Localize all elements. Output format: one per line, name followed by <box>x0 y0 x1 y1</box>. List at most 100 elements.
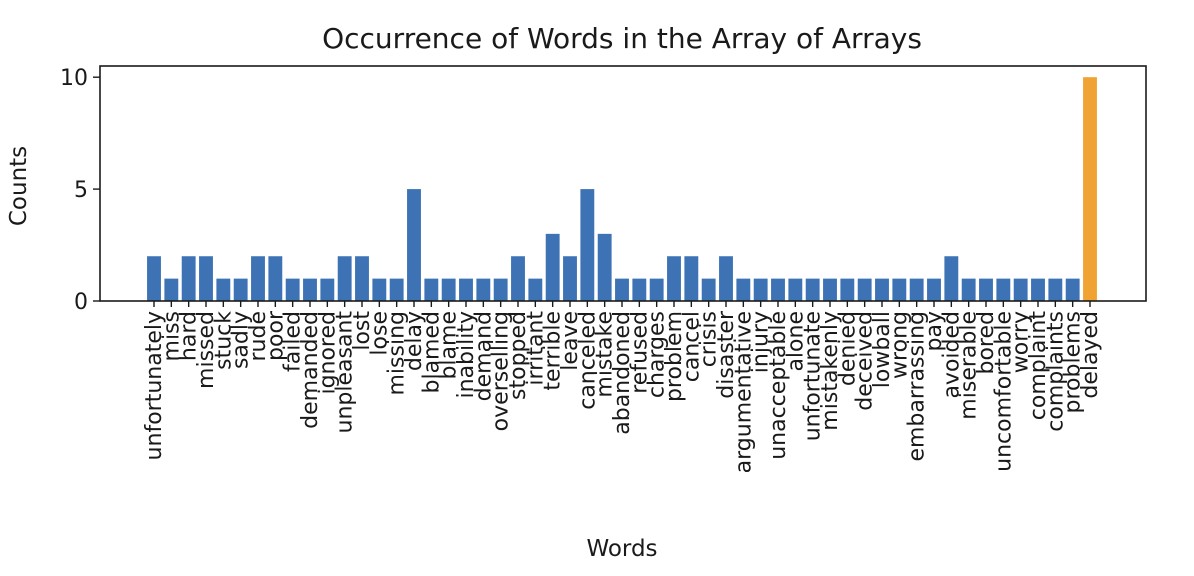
bar-mistake <box>597 233 612 301</box>
bar-wrong <box>892 278 907 301</box>
bar-unfortunately <box>147 256 161 301</box>
bar-missing <box>389 278 404 301</box>
bar-embarrassing <box>909 278 924 301</box>
bar-hard <box>181 256 196 301</box>
y-tick-label: 0 <box>74 290 88 315</box>
x-tick-label: leave <box>558 311 583 371</box>
x-tick-label: disaster <box>714 310 739 399</box>
x-tick-label: injury <box>749 311 774 373</box>
bar-missed <box>199 256 213 301</box>
x-tick-label: pay <box>922 311 947 351</box>
bar-injury <box>753 278 768 301</box>
chart-title: Occurrence of Words in the Array of Arra… <box>322 22 922 55</box>
x-tick-label: embarrassing <box>905 311 930 462</box>
bar-uncomfortable <box>996 278 1011 301</box>
bar-stopped <box>511 256 525 301</box>
y-tick-label: 10 <box>60 66 88 91</box>
bar-delayed <box>1083 77 1097 301</box>
x-tick-label: unfortunate <box>801 311 826 441</box>
x-tick-label: failed <box>281 311 306 372</box>
bar-inability <box>459 278 473 301</box>
x-tick-label: overselling <box>489 311 514 431</box>
bar-complaints <box>1048 278 1063 301</box>
x-tick-label: rude <box>246 311 271 362</box>
x-tick-label: avoided <box>939 311 964 399</box>
x-tick-label: poor <box>263 310 288 361</box>
bar-delay <box>407 189 421 301</box>
bar-overselling <box>493 278 508 301</box>
bar-irritant <box>528 278 543 301</box>
x-tick-label: crisis <box>697 311 722 367</box>
x-axis-ticks: unfortunatelymisshardmissedstucksadlyrud… <box>142 301 1103 473</box>
x-tick-label: complaints <box>1043 311 1068 432</box>
y-axis-ticks: 0 5 10 <box>60 66 100 315</box>
x-tick-label: delayed <box>1078 311 1103 399</box>
bar-sadly <box>233 278 248 301</box>
x-tick-label: lose <box>367 311 392 356</box>
bar-disaster <box>719 256 733 301</box>
bar-worry <box>1013 278 1028 301</box>
plot-area-frame <box>99 65 1147 302</box>
bar-demand <box>476 278 491 301</box>
x-tick-label: unfortunately <box>142 311 167 460</box>
bar-complaint <box>1031 278 1045 301</box>
x-tick-label: abandoned <box>610 311 635 435</box>
bar-leave <box>563 256 577 301</box>
x-tick-label: blame <box>437 311 462 380</box>
bar-mistakenly <box>823 278 837 301</box>
bar-unpleasant <box>337 256 352 301</box>
bar-ignored <box>320 278 335 301</box>
bar-lose <box>372 278 387 301</box>
x-tick-label: denied <box>835 311 860 386</box>
x-tick-label: worry <box>1009 311 1034 373</box>
bar-terrible <box>545 233 560 301</box>
x-tick-label: deceived <box>853 311 878 411</box>
bar-bored <box>979 278 993 301</box>
bar-blamed <box>424 278 439 301</box>
bar-crisis <box>701 278 716 301</box>
x-tick-label: hard <box>177 311 202 361</box>
bar-pay <box>927 278 941 301</box>
x-tick-label: missing <box>385 311 410 396</box>
bar-poor <box>268 256 283 301</box>
x-tick-label: argumentative <box>731 311 756 473</box>
x-tick-label: delay <box>402 311 427 371</box>
bar-unfortunate <box>805 278 820 301</box>
x-tick-label: problem <box>662 311 687 402</box>
bar-lost <box>355 256 369 301</box>
x-tick-label: cancel <box>679 311 704 382</box>
x-tick-label: uncomfortable <box>991 311 1016 472</box>
x-tick-label: problems <box>1061 311 1086 414</box>
x-tick-label: sadly <box>229 311 254 369</box>
x-tick-label: unpleasant <box>333 311 358 434</box>
bar-canceled <box>580 189 595 301</box>
x-tick-label: inability <box>454 311 479 398</box>
y-axis-title: Counts <box>6 146 32 226</box>
x-tick-label: irritant <box>523 311 548 386</box>
bar-unacceptable <box>771 278 785 301</box>
bar-failed <box>285 278 300 301</box>
x-tick-label: miss <box>159 311 184 361</box>
bar-problems <box>1065 278 1080 301</box>
bars-group <box>147 77 1097 301</box>
bar-avoided <box>944 256 959 301</box>
x-tick-label: wrong <box>887 311 912 379</box>
bar-alone <box>788 278 803 301</box>
bar-rude <box>251 256 265 301</box>
x-tick-label: complaint <box>1026 311 1051 421</box>
bar-demanded <box>303 278 317 301</box>
bar-abandoned <box>615 278 629 301</box>
bar-miserable <box>961 278 976 301</box>
x-tick-label: lowball <box>870 311 895 388</box>
x-tick-label: blamed <box>419 311 444 394</box>
x-tick-label: stuck <box>211 311 236 370</box>
bar-deceived <box>857 278 872 301</box>
x-tick-label: miserable <box>957 311 982 420</box>
x-tick-label: demanded <box>298 311 323 429</box>
bar-lowball <box>875 278 889 301</box>
bar-stuck <box>216 278 231 301</box>
x-tick-label: unacceptable <box>766 311 791 460</box>
x-tick-label: bored <box>974 311 999 375</box>
